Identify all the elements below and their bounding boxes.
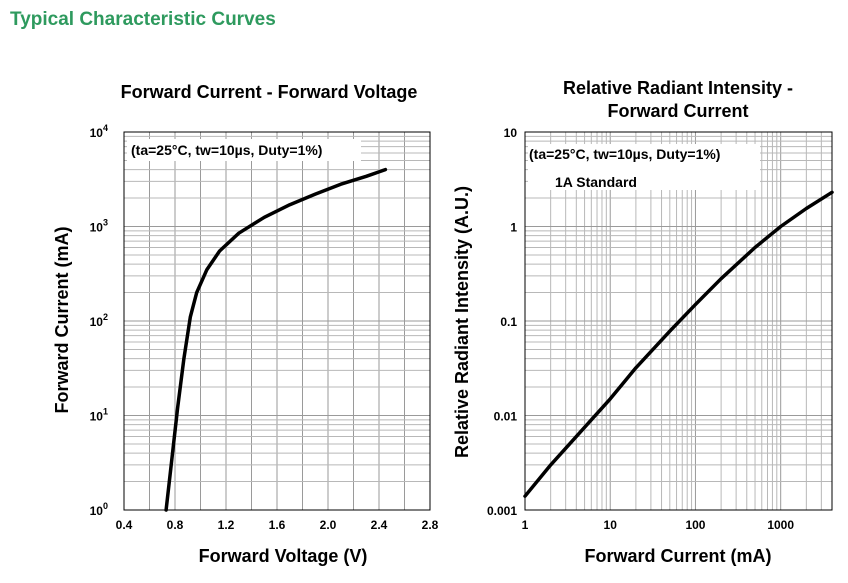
chart2-series: [523, 190, 834, 498]
chart1-y-tick-label: 103: [90, 218, 108, 235]
chart2-grid: [525, 132, 832, 510]
chart2-y-tick-labels: 0.001 0.01 0.1 1 10: [487, 126, 517, 518]
chart1-x-tick-label: 0.8: [167, 518, 184, 532]
chart1-x-tick-label: 1.6: [269, 518, 286, 532]
chart1-x-tick-label: 2.8: [422, 518, 439, 532]
chart2-x-tick-labels: 1 10 100 1000: [522, 518, 795, 532]
chart1-plot-frame: [123, 131, 431, 511]
chart1-series: [164, 167, 388, 512]
chart1-y-tick-label: 102: [90, 312, 108, 329]
chart1-y-tick-labels: 100 101 102 103 104: [90, 123, 108, 518]
chart2-y-axis-label: Relative Radiant Intensity (A.U.): [452, 186, 472, 458]
chart2-standard-annotation: 1A Standard: [555, 174, 637, 190]
chart2-x-tick-label: 100: [685, 518, 705, 532]
chart1-conditions-annotation: (ta=25°C, tw=10µs, Duty=1%): [131, 142, 322, 158]
chart1-x-tick-label: 1.2: [218, 518, 235, 532]
chart1-x-tick-label: 2.4: [371, 518, 388, 532]
chart2-y-tick-label: 0.1: [500, 315, 517, 329]
chart2-series-line: [523, 190, 834, 498]
chart2-y-tick-label: 0.01: [494, 410, 518, 424]
chart2-plot-frame: [524, 131, 833, 511]
chart1-y-axis-label: Forward Current (mA): [52, 226, 72, 413]
chart2-annotation-background: [528, 144, 760, 190]
chart2-x-tick-label: 10: [604, 518, 618, 532]
chart2-y-tick-label: 1: [510, 221, 517, 235]
chart1-title: Forward Current - Forward Voltage: [121, 82, 418, 102]
chart2-title-line-1: Relative Radiant Intensity -: [563, 78, 793, 98]
chart2-x-axis-label: Forward Current (mA): [584, 546, 771, 566]
chart1-y-tick-label: 101: [90, 407, 108, 424]
chart1-y-tick-label: 104: [90, 123, 108, 140]
chart2-x-tick-label: 1000: [767, 518, 794, 532]
relative-radiant-intensity-chart: 1 10 100 1000 0.001 0.01 0.1 1 10 (ta=25°C, tw=…: [452, 78, 834, 566]
chart1-series-line: [164, 167, 388, 512]
chart1-x-axis-label: Forward Voltage (V): [199, 546, 368, 566]
chart2-y-tick-label: 0.001: [487, 504, 517, 518]
chart2-y-tick-label: 10: [504, 126, 518, 140]
page-heading: Typical Characteristic Curves: [10, 9, 276, 30]
chart2-title-line-2: Forward Current: [607, 101, 748, 121]
chart2-conditions-annotation: (ta=25°C, tw=10µs, Duty=1%): [529, 146, 720, 162]
chart2-x-tick-label: 1: [522, 518, 529, 532]
chart1-x-tick-label: 0.4: [116, 518, 133, 532]
forward-current-voltage-chart: 0.4 0.8 1.2 1.6 2.0 2.4 2.8 100 101 102 103 104 (t…: [52, 82, 439, 566]
chart1-grid: [124, 132, 430, 510]
chart1-y-tick-label: 100: [90, 501, 108, 518]
chart1-x-tick-label: 2.0: [320, 518, 337, 532]
chart1-x-tick-labels: 0.4 0.8 1.2 1.6 2.0 2.4 2.8: [116, 518, 439, 532]
chart1-annotation-background: [127, 139, 361, 161]
